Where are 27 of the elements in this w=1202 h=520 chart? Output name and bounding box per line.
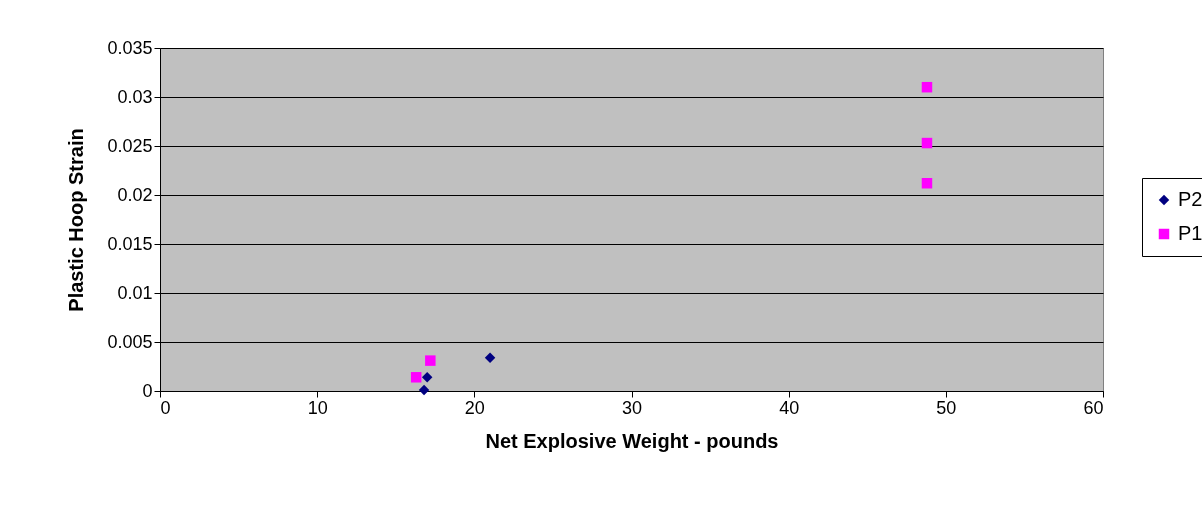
point: [410, 372, 422, 383]
point: [418, 384, 430, 396]
point: [921, 137, 933, 149]
y-tick-label: 0.03: [117, 86, 153, 107]
y-tick-label: 0.015: [107, 233, 153, 254]
legend-label: P1: [1178, 222, 1202, 244]
y-tick-label: 0.005: [107, 331, 153, 352]
y-axis-title: Plastic Hoop Strain: [65, 128, 88, 312]
y-tick-label: 0.025: [107, 135, 153, 156]
point: [425, 355, 436, 366]
point: [484, 352, 496, 363]
legend-label: P2: [1178, 188, 1202, 210]
point: [421, 372, 433, 383]
y-tick-label: 0.035: [107, 37, 153, 58]
x-tick-label: 20: [464, 397, 485, 418]
x-tick-label: 10: [307, 397, 328, 418]
y-tick-label: 0.02: [117, 184, 153, 205]
point: [921, 81, 933, 93]
x-tick-label: 60: [1083, 397, 1104, 418]
x-tick-label: 0: [160, 397, 171, 418]
x-tick-label: 40: [779, 397, 800, 418]
x-tick-label: 50: [936, 397, 957, 418]
x-tick-label: 30: [621, 397, 643, 418]
y-tick-label: 0: [142, 380, 153, 401]
point: [921, 178, 933, 189]
x-axis-title: Net Explosive Weight - pounds: [485, 429, 779, 452]
y-tick-label: 0.01: [117, 282, 153, 303]
